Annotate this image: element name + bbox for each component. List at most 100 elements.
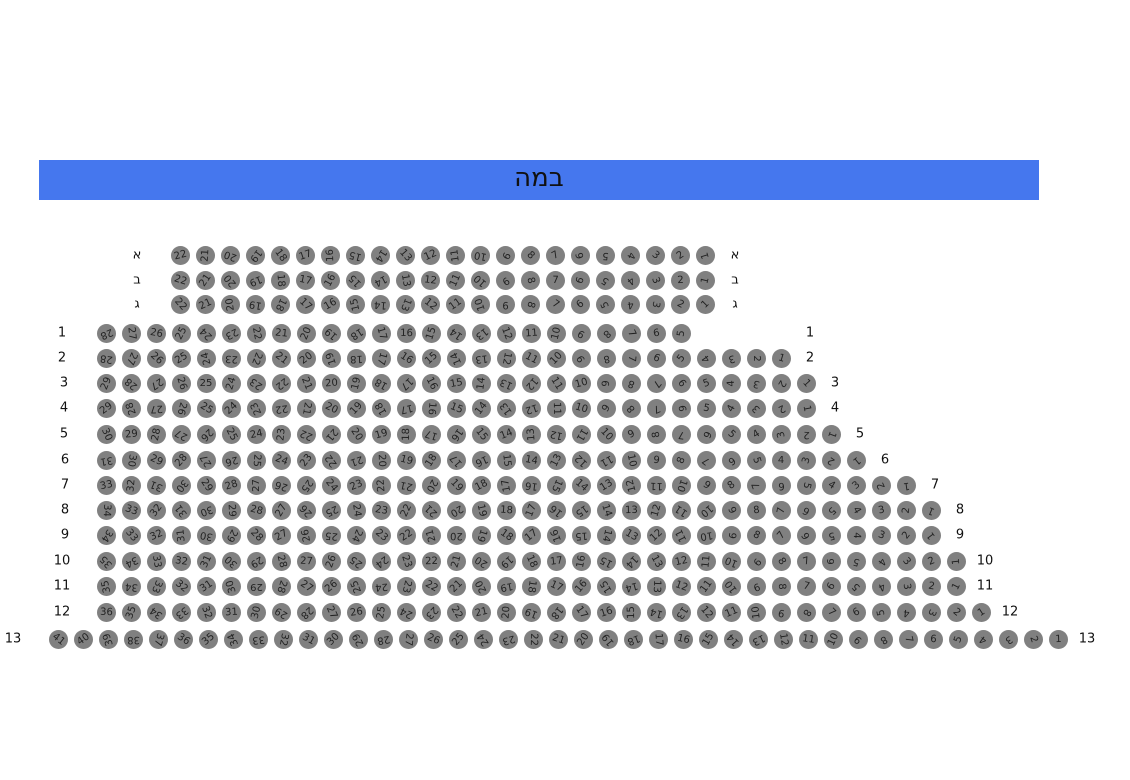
seat[interactable]: 10 [721,551,741,571]
seat[interactable]: 17 [571,602,591,622]
seat[interactable]: 36 [173,629,193,649]
seat[interactable]: 8 [520,294,540,314]
seat[interactable]: 30 [121,450,141,470]
seat[interactable]: 7 [771,525,791,545]
seat[interactable]: 29 [271,602,291,622]
seat[interactable]: 31 [171,525,191,545]
seat[interactable]: 32 [146,500,166,520]
seat[interactable]: 19 [598,629,618,649]
seat[interactable]: 17 [521,525,541,545]
seat[interactable]: 1 [771,348,791,368]
seat[interactable]: 8 [520,270,540,290]
seat[interactable]: 10 [470,270,490,290]
seat[interactable]: 10 [823,629,843,649]
seat[interactable]: 7 [796,576,816,596]
seat[interactable]: 35 [96,576,116,596]
seat[interactable]: 8 [621,373,641,393]
seat[interactable]: 19 [245,294,265,314]
seat[interactable]: 33 [121,525,141,545]
seat[interactable]: 18 [421,450,441,470]
seat[interactable]: 12 [420,294,440,314]
seat[interactable]: 18 [270,294,290,314]
seat[interactable]: 3 [896,576,916,596]
seat[interactable]: 7 [796,551,816,571]
seat[interactable]: 21 [296,373,316,393]
seat[interactable]: 16 [421,373,441,393]
seat[interactable]: 22 [296,424,316,444]
seat[interactable]: 28 [96,348,116,368]
seat[interactable]: 31 [196,551,216,571]
seat[interactable]: 3 [746,373,766,393]
seat[interactable]: 27 [296,576,316,596]
seat[interactable]: 16 [396,348,416,368]
seat[interactable]: 18 [371,398,391,418]
seat[interactable]: 10 [621,450,641,470]
seat[interactable]: 20 [371,450,391,470]
seat[interactable]: 13 [395,294,415,314]
seat[interactable]: 11 [671,500,691,520]
seat[interactable]: 27 [146,373,166,393]
seat[interactable]: 25 [371,602,391,622]
seat[interactable]: 5 [846,576,866,596]
seat[interactable]: 25 [221,424,241,444]
seat[interactable]: 2 [746,348,766,368]
seat[interactable]: 5 [871,602,891,622]
seat[interactable]: 12 [420,270,440,290]
seat[interactable]: 27 [321,602,341,622]
seat[interactable]: 24 [396,602,416,622]
seat[interactable]: 8 [596,323,616,343]
seat[interactable]: 22 [246,323,266,343]
seat[interactable]: 29 [246,576,266,596]
seat[interactable]: 5 [696,398,716,418]
seat[interactable]: 32 [171,551,191,571]
seat[interactable]: 9 [621,424,641,444]
seat[interactable]: 3 [721,348,741,368]
seat[interactable]: 21 [271,323,291,343]
seat[interactable]: 18 [270,245,290,265]
seat[interactable]: 24 [271,450,291,470]
seat[interactable]: 41 [48,629,68,649]
seat[interactable]: 11 [445,294,465,314]
seat[interactable]: 16 [421,398,441,418]
seat[interactable]: 28 [221,475,241,495]
seat[interactable]: 33 [146,576,166,596]
seat[interactable]: 21 [446,576,466,596]
seat[interactable]: 10 [470,245,490,265]
seat[interactable]: 4 [871,551,891,571]
seat[interactable]: 28 [246,525,266,545]
seat[interactable]: 4 [871,576,891,596]
seat[interactable]: 11 [546,398,566,418]
seat[interactable]: 17 [371,348,391,368]
seat[interactable]: 28 [373,629,393,649]
seat[interactable]: 25 [171,348,191,368]
seat[interactable]: 23 [221,323,241,343]
seat[interactable]: 23 [396,551,416,571]
seat[interactable]: 7 [545,245,565,265]
seat[interactable]: 4 [721,398,741,418]
seat[interactable]: 23 [371,500,391,520]
seat[interactable]: 2 [771,398,791,418]
seat[interactable]: 20 [573,629,593,649]
seat[interactable]: 22 [170,270,190,290]
seat[interactable]: 25 [346,551,366,571]
seat[interactable]: 3 [771,424,791,444]
seat[interactable]: 31 [171,500,191,520]
seat[interactable]: 26 [296,525,316,545]
seat[interactable]: 6 [821,551,841,571]
seat[interactable]: 32 [171,576,191,596]
seat[interactable]: 6 [796,500,816,520]
seat[interactable]: 5 [846,551,866,571]
seat[interactable]: 6 [646,348,666,368]
seat[interactable]: 23 [221,348,241,368]
seat[interactable]: 5 [821,500,841,520]
seat[interactable]: 13 [646,551,666,571]
seat[interactable]: 6 [923,629,943,649]
seat[interactable]: 9 [721,500,741,520]
seat[interactable]: 15 [496,450,516,470]
seat[interactable]: 32 [196,602,216,622]
seat[interactable]: 17 [421,424,441,444]
seat[interactable]: 8 [796,602,816,622]
seat[interactable]: 20 [446,525,466,545]
seat[interactable]: 2 [946,602,966,622]
seat[interactable]: 1 [971,602,991,622]
